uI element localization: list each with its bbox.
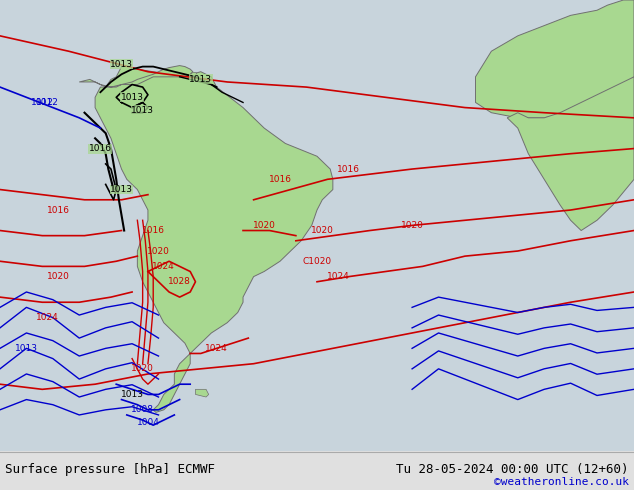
Text: 1013: 1013 [190, 75, 212, 84]
Text: 1024: 1024 [327, 272, 349, 281]
Text: 1004: 1004 [136, 418, 159, 427]
Polygon shape [476, 0, 634, 118]
Text: Tu 28-05-2024 00:00 UTC (12+60): Tu 28-05-2024 00:00 UTC (12+60) [396, 463, 629, 476]
Text: 1013: 1013 [15, 344, 38, 353]
Text: 1013: 1013 [131, 106, 154, 115]
Text: 1016: 1016 [269, 175, 292, 184]
Text: 1016: 1016 [337, 165, 360, 173]
Text: 1020: 1020 [131, 365, 154, 373]
Text: 1020: 1020 [253, 221, 276, 230]
Text: 1013: 1013 [120, 93, 143, 102]
Text: 1024: 1024 [205, 344, 228, 353]
Text: 1020: 1020 [47, 272, 70, 281]
Polygon shape [507, 77, 634, 230]
Text: 1013: 1013 [110, 59, 133, 69]
Text: 1012: 1012 [31, 98, 54, 107]
Text: C1020: C1020 [302, 257, 332, 266]
Text: ©weatheronline.co.uk: ©weatheronline.co.uk [494, 477, 629, 487]
Text: 1020: 1020 [401, 221, 424, 230]
Polygon shape [195, 390, 209, 397]
Text: 1013: 1013 [110, 185, 133, 194]
Text: 1020: 1020 [311, 226, 333, 235]
Text: 1008: 1008 [131, 405, 154, 415]
Text: 1016: 1016 [47, 205, 70, 215]
Text: 1016: 1016 [142, 226, 165, 235]
Text: 1016: 1016 [89, 144, 112, 153]
Text: 1013: 1013 [120, 390, 143, 399]
Text: 1024: 1024 [152, 262, 175, 271]
Polygon shape [95, 67, 333, 413]
Text: 1020: 1020 [147, 246, 170, 255]
Polygon shape [79, 66, 193, 87]
Polygon shape [191, 72, 197, 76]
Text: 1012: 1012 [36, 98, 59, 107]
Text: Surface pressure [hPa] ECMWF: Surface pressure [hPa] ECMWF [5, 463, 215, 476]
Text: 1024: 1024 [36, 313, 59, 322]
Text: 1028: 1028 [168, 277, 191, 286]
